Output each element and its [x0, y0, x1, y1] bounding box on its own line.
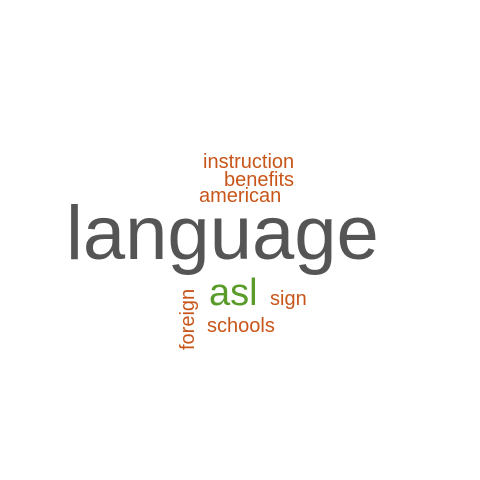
- word-instruction: instruction: [203, 151, 295, 173]
- word-schools: schools: [207, 315, 275, 337]
- word-benefits: benefits: [224, 169, 295, 191]
- word-foreign: foreign: [177, 288, 199, 350]
- word-sign: sign: [270, 288, 307, 310]
- word-american: american: [199, 185, 282, 207]
- word-asl: asl: [209, 272, 258, 314]
- word-language: language: [66, 191, 379, 276]
